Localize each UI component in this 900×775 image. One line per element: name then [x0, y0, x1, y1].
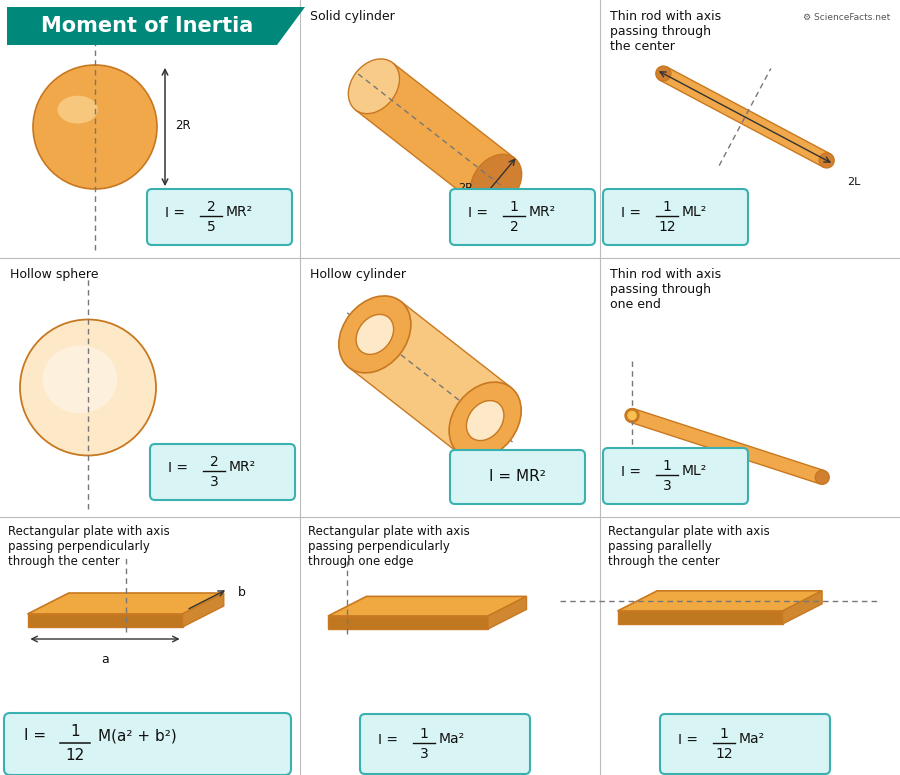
Ellipse shape [338, 296, 411, 373]
Ellipse shape [449, 382, 521, 459]
Polygon shape [617, 611, 782, 624]
Ellipse shape [471, 154, 522, 209]
Text: 2L: 2L [848, 177, 861, 187]
Ellipse shape [33, 65, 157, 189]
Text: Thin rod with axis
passing through
the center: Thin rod with axis passing through the c… [610, 10, 721, 53]
Text: I =: I = [378, 733, 402, 747]
Text: Hollow sphere: Hollow sphere [10, 268, 98, 281]
Ellipse shape [356, 315, 393, 354]
Text: I =: I = [468, 206, 492, 220]
Text: 1: 1 [662, 459, 671, 473]
Circle shape [656, 66, 670, 81]
Polygon shape [183, 593, 224, 627]
FancyBboxPatch shape [450, 450, 585, 504]
Text: ML²: ML² [682, 464, 707, 478]
Text: MR²: MR² [226, 205, 253, 219]
Text: 2: 2 [509, 220, 518, 234]
Polygon shape [356, 63, 515, 205]
Text: 12: 12 [716, 747, 733, 761]
Polygon shape [349, 301, 511, 453]
FancyBboxPatch shape [147, 189, 292, 245]
Text: M(a² + b²): M(a² + b²) [98, 728, 176, 743]
Text: Rectangular plate with axis
passing perpendicularly
through one edge: Rectangular plate with axis passing perp… [308, 525, 470, 568]
FancyBboxPatch shape [360, 714, 530, 774]
Text: Moment of Inertia: Moment of Inertia [40, 16, 253, 36]
Circle shape [625, 408, 639, 422]
Polygon shape [28, 614, 183, 627]
FancyBboxPatch shape [150, 444, 295, 500]
Text: Rectangular plate with axis
passing parallelly
through the center: Rectangular plate with axis passing para… [608, 525, 770, 568]
Text: MR²: MR² [529, 205, 556, 219]
Polygon shape [782, 591, 822, 624]
Text: 2: 2 [207, 200, 215, 214]
FancyBboxPatch shape [603, 448, 748, 504]
Text: Solid cylinder: Solid cylinder [310, 10, 395, 23]
Ellipse shape [42, 346, 117, 413]
Text: Rectangular plate with axis
passing perpendicularly
through the center: Rectangular plate with axis passing perp… [8, 525, 170, 568]
Text: ⚙ ScienceFacts.net: ⚙ ScienceFacts.net [803, 12, 890, 22]
Ellipse shape [348, 59, 400, 114]
FancyBboxPatch shape [660, 714, 830, 774]
Text: 12: 12 [658, 220, 676, 234]
Text: I = MR²: I = MR² [489, 470, 546, 484]
Text: MR²: MR² [229, 460, 256, 474]
Text: ML²: ML² [682, 205, 707, 219]
Ellipse shape [20, 319, 156, 456]
Circle shape [815, 470, 829, 484]
Polygon shape [328, 616, 488, 629]
Polygon shape [630, 409, 824, 484]
FancyBboxPatch shape [4, 713, 291, 775]
Text: Hollow cylinder: Hollow cylinder [310, 268, 406, 281]
Text: 1: 1 [70, 725, 80, 739]
Text: I =: I = [621, 206, 645, 220]
Circle shape [626, 410, 637, 421]
Text: 3: 3 [210, 475, 219, 489]
Text: Solid sphere: Solid sphere [10, 10, 87, 23]
Polygon shape [7, 7, 305, 45]
Text: I =: I = [24, 728, 51, 743]
Text: I =: I = [678, 733, 702, 747]
FancyBboxPatch shape [603, 189, 748, 245]
FancyBboxPatch shape [450, 189, 595, 245]
Text: 1: 1 [720, 727, 728, 741]
Text: I =: I = [165, 206, 189, 220]
Ellipse shape [466, 401, 504, 441]
Text: 2R: 2R [458, 184, 473, 193]
Text: 3: 3 [662, 479, 671, 493]
Ellipse shape [58, 95, 98, 123]
Text: 1: 1 [509, 200, 518, 214]
Text: b: b [238, 587, 246, 600]
Polygon shape [28, 593, 224, 614]
Text: 2: 2 [210, 455, 219, 469]
Text: 3: 3 [419, 747, 428, 761]
Text: Thin rod with axis
passing through
one end: Thin rod with axis passing through one e… [610, 268, 721, 311]
Polygon shape [660, 67, 830, 167]
Text: Ma²: Ma² [439, 732, 465, 746]
Polygon shape [488, 597, 526, 629]
Polygon shape [617, 591, 822, 611]
Text: 1: 1 [662, 200, 671, 214]
Text: 5: 5 [207, 220, 215, 234]
Text: 1: 1 [419, 727, 428, 741]
Text: I =: I = [168, 461, 193, 475]
Text: a: a [101, 653, 109, 666]
Text: 12: 12 [66, 749, 85, 763]
Circle shape [819, 153, 834, 168]
Text: 2R: 2R [175, 119, 191, 132]
Polygon shape [328, 597, 526, 616]
Text: I =: I = [621, 465, 645, 479]
Text: Ma²: Ma² [739, 732, 765, 746]
